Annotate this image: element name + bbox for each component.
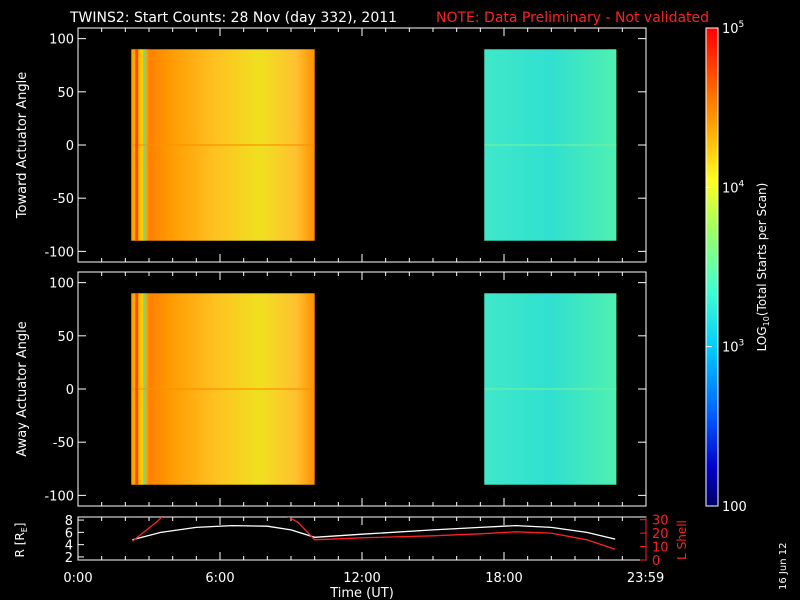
orbit-right-tick-label: 20 (652, 527, 669, 542)
zero-angle-stripe (484, 388, 617, 390)
y-tick-label: 100 (49, 33, 74, 48)
l-shell-line (131, 517, 616, 550)
y-tick-label: -100 (44, 245, 74, 260)
toward-ylabel: Toward Actuator Angle (15, 72, 30, 219)
preliminary-note: NOTE: Data Preliminary - Not validated (436, 10, 709, 26)
edge-streak (143, 49, 146, 241)
colorbar-ticks: 105 104 103 100 (706, 20, 747, 515)
orbit-right-tick-label: 0 (652, 554, 660, 569)
orbit-left-tick-label: 8 (65, 514, 73, 529)
zero-angle-stripe (131, 388, 315, 390)
x-tick-label: 18:00 (485, 571, 522, 586)
y-tick-label: 0 (66, 139, 74, 154)
away-ylabel: Away Actuator Angle (15, 321, 30, 456)
orbit-left-tick-label: 4 (65, 539, 73, 554)
zero-angle-stripe (484, 144, 617, 146)
x-tick-label: 23:59 (627, 571, 664, 586)
y-tick-label: -100 (44, 489, 74, 504)
colorbar-tick-label: 104 (722, 179, 745, 196)
edge-streak (135, 293, 139, 485)
zero-angle-stripe (131, 144, 315, 146)
orbit-left-tick-label: 2 (65, 551, 73, 566)
x-axis-label: Time (UT) (329, 586, 394, 600)
r-distance-line (132, 524, 616, 541)
colorbar-tick-label: 100 (722, 500, 747, 515)
heatmap-layer (131, 49, 617, 485)
orbit-left-tick-label: 6 (65, 526, 73, 541)
y-tick-label: 100 (49, 277, 74, 292)
orbit-line-layer (131, 517, 616, 550)
x-tick-label: 0:00 (63, 571, 92, 586)
y-tick-label: 50 (57, 330, 74, 345)
y-tick-label: -50 (53, 436, 74, 451)
x-tick-label: 12:00 (343, 571, 380, 586)
date-stamp: 16 Jun 12 (778, 543, 789, 590)
y-tick-label: 50 (57, 86, 74, 101)
orbit-right-tick-label: 10 (652, 541, 669, 556)
y-tick-label: 0 (66, 383, 74, 398)
y-tick-label: -50 (53, 192, 74, 207)
edge-streak (135, 49, 139, 241)
colorbar (705, 27, 719, 507)
orbit-left-ylabel: R [RE] (13, 523, 29, 558)
x-tick-label: 6:00 (205, 571, 234, 586)
colorbar-tick-label: 103 (722, 339, 744, 356)
edge-streak (143, 293, 146, 485)
orbit-right-ylabel: L Shell (675, 520, 689, 560)
chart-title: TWINS2: Start Counts: 28 Nov (day 332), … (69, 10, 397, 26)
colorbar-tick-label: 105 (722, 20, 744, 37)
colorbar-label: LOG10(Total Starts per Scan) (755, 183, 771, 352)
orbit-right-tick-label: 30 (652, 514, 669, 529)
